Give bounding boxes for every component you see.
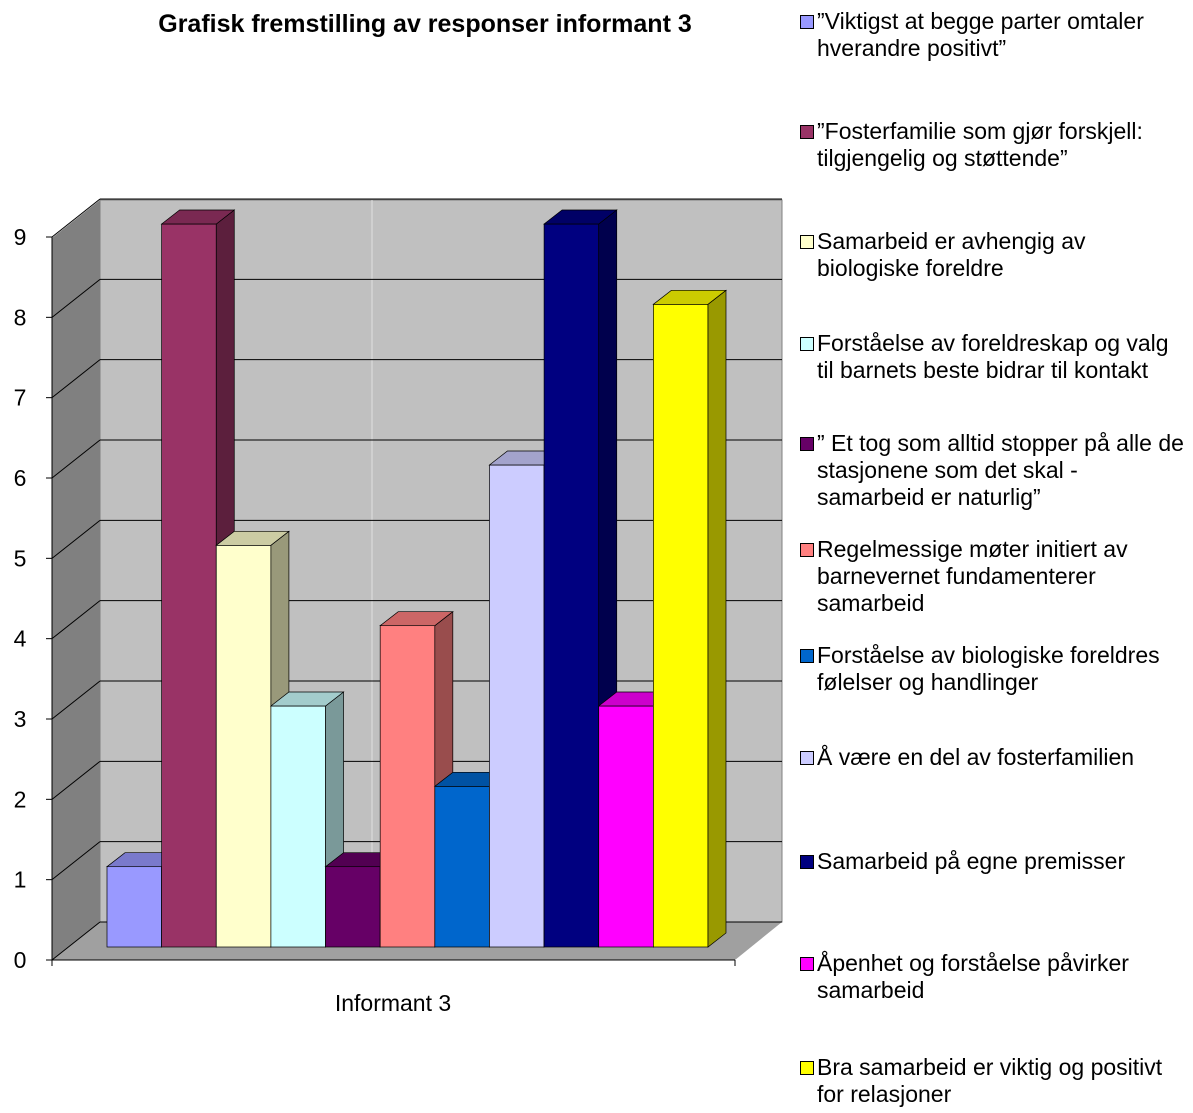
bar: [106, 866, 162, 948]
legend-entry: Samarbeid på egne premisser: [800, 848, 1190, 875]
legend-label: Bra samarbeid er viktig og positivt for …: [817, 1054, 1163, 1107]
bar: [161, 223, 217, 948]
bar: [598, 705, 654, 948]
legend-label: Å være en del av fosterfamilien: [817, 744, 1135, 770]
grid-line: [51, 519, 101, 559]
legend-swatch: [800, 15, 814, 29]
legend-entry: ”Fosterfamilie som gjør forskjell: tilgj…: [800, 118, 1190, 172]
bar-top: [652, 289, 728, 305]
legend-label: Forståelse av biologiske foreldres følel…: [817, 642, 1160, 695]
legend-label: ”Fosterfamilie som gjør forskjell: tilgj…: [817, 118, 1143, 171]
legend-swatch: [800, 437, 814, 451]
bar: [489, 464, 545, 948]
grid-line: [51, 841, 101, 881]
grid-line: [51, 760, 101, 800]
bar: [543, 223, 600, 948]
bar: [270, 705, 326, 948]
legend-entry: ”Viktigst at begge parter omtaler hveran…: [800, 8, 1190, 62]
legend-label: ” Et tog som alltid stopper på alle de s…: [817, 430, 1184, 510]
legend-entry: Regelmessige møter initiert av barnevern…: [800, 536, 1190, 617]
bar: [215, 544, 272, 948]
grid-line: [51, 439, 101, 479]
y-tick-label: 0: [14, 947, 27, 973]
y-tick-label: 8: [14, 304, 27, 330]
legend-swatch: [800, 125, 814, 139]
bar: [434, 785, 490, 948]
bar-top: [379, 611, 454, 627]
bar-top: [269, 691, 345, 707]
legend-entry: ” Et tog som alltid stopper på alle de s…: [800, 430, 1190, 511]
y-tick-label: 7: [14, 385, 27, 411]
bar: [325, 866, 381, 948]
legend-label: Forståelse av foreldreskap og valg til b…: [817, 330, 1169, 383]
bar: [379, 625, 436, 948]
legend-entry: Å være en del av fosterfamilien: [800, 744, 1190, 771]
grid-line: [51, 921, 101, 961]
legend-swatch: [800, 751, 814, 765]
legend-swatch: [800, 649, 814, 663]
legend-swatch: [800, 543, 814, 557]
grid-line: [51, 278, 101, 318]
bar-top: [160, 209, 236, 225]
legend-swatch: [800, 855, 814, 869]
chart-title: Grafisk fremstilling av responser inform…: [158, 10, 692, 38]
legend-label: Regelmessige møter initiert av barnevern…: [817, 536, 1128, 616]
legend-label: Samarbeid er avhengig av biologiske fore…: [817, 228, 1086, 281]
legend-entry: Samarbeid er avhengig av biologiske fore…: [800, 228, 1190, 282]
y-tick-label: 5: [14, 545, 27, 571]
y-tick-label: 6: [14, 465, 27, 491]
legend-label: Samarbeid på egne premisser: [817, 848, 1126, 874]
bar-side: [707, 289, 727, 948]
legend-entry: Åpenhet og forståelse påvirker samarbeid: [800, 950, 1190, 1004]
bar: [653, 303, 709, 948]
bar-top: [543, 209, 618, 225]
grid-line: [51, 600, 101, 640]
bar-top: [215, 530, 290, 546]
y-tick-label: 4: [14, 626, 27, 652]
legend-entry: Forståelse av biologiske foreldres følel…: [800, 642, 1190, 696]
side-wall: [52, 200, 100, 960]
grid-line: [51, 198, 101, 238]
legend-swatch: [800, 957, 814, 971]
legend-entry: Forståelse av foreldreskap og valg til b…: [800, 330, 1190, 384]
grid-line: [51, 680, 101, 720]
y-tick-label: 9: [14, 224, 27, 250]
legend-swatch: [800, 235, 814, 249]
legend-swatch: [800, 1061, 814, 1075]
legend-label: Åpenhet og forståelse påvirker samarbeid: [817, 950, 1129, 1003]
legend-swatch: [800, 337, 814, 351]
y-tick-label: 2: [14, 786, 27, 812]
grid-line: [51, 359, 101, 399]
legend-entry: Bra samarbeid er viktig og positivt for …: [800, 1054, 1190, 1108]
y-tick-label: 3: [14, 706, 27, 732]
y-tick-label: 1: [14, 867, 27, 893]
legend-label: ”Viktigst at begge parter omtaler hveran…: [817, 8, 1144, 61]
x-tick-label: Informant 3: [335, 990, 451, 1016]
